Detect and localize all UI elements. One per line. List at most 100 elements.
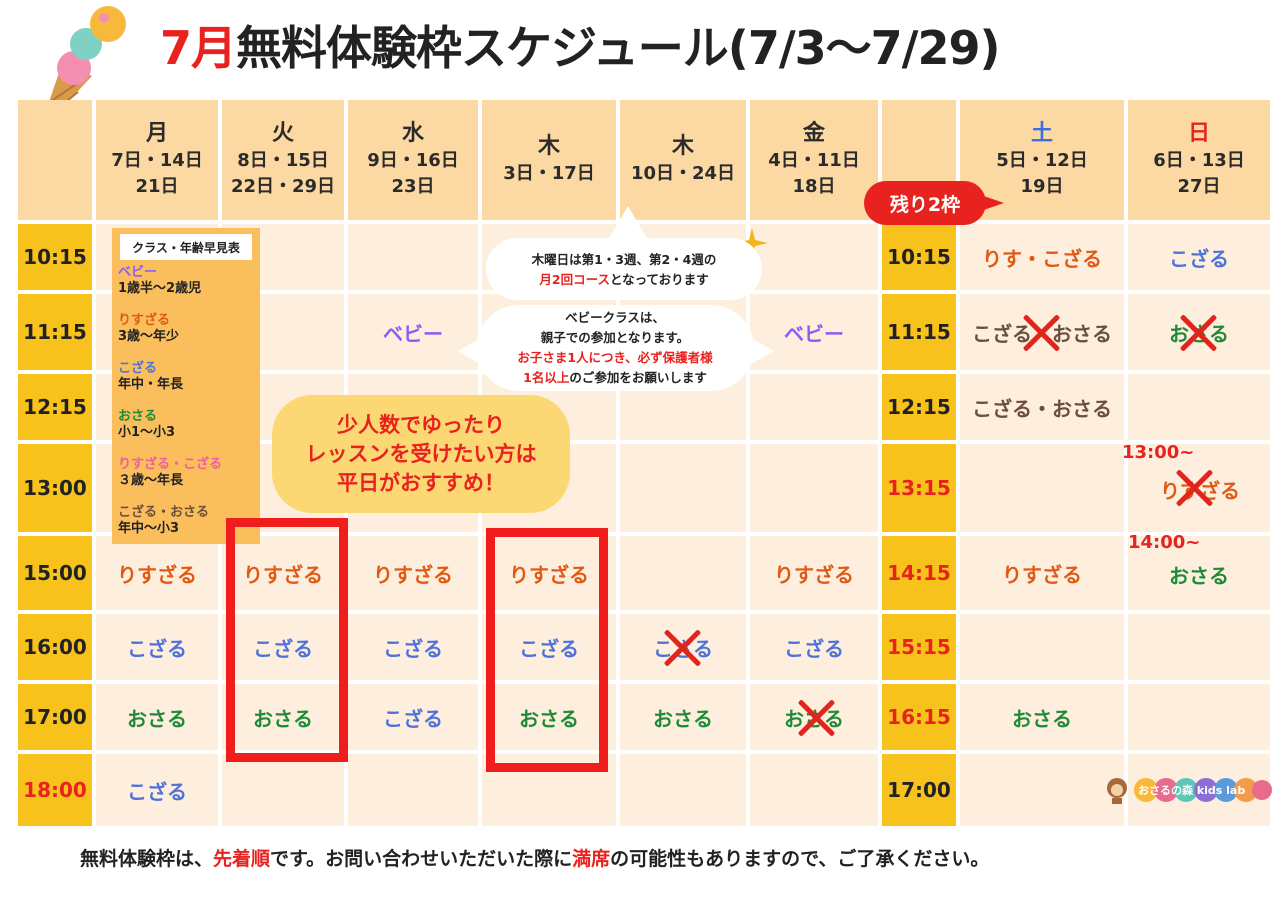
class-sun-1415: おさる	[1169, 563, 1229, 588]
time-weekday-1800: 18:00	[18, 754, 92, 826]
class-mon-1800: こざる	[127, 779, 187, 804]
class-thu1-1600: こざる	[519, 636, 579, 661]
baby-note-line4: のご参加をお願いします	[569, 370, 707, 385]
sparkle-icon	[736, 228, 768, 258]
full-x-icon	[794, 696, 838, 740]
full-x-icon	[660, 626, 704, 670]
recommend-line3: 平日がおすすめ！	[337, 470, 505, 495]
time-weekend-1615: 16:15	[882, 684, 956, 750]
footer-first-come: 先着順	[213, 848, 271, 870]
legend-risuzaru: りすざる	[118, 313, 171, 328]
class-sat-1415: りすざる	[1002, 562, 1082, 587]
bubble-tail	[608, 206, 648, 240]
monkey-icon	[1107, 778, 1127, 804]
footer-part1: 無料体験枠は、	[80, 848, 214, 870]
remaining-slots-badge: 残り2枠	[864, 181, 986, 225]
time-weekend-1115: 11:15	[882, 294, 956, 370]
time-weekday-1015: 10:15	[18, 224, 92, 290]
class-sun-1015: こざる	[1169, 246, 1229, 271]
baby-class-note-bubble: ベビークラスは、 親子での参加となります。 お子さま1人につき、必ず保護者様 1…	[476, 305, 754, 391]
weekday-recommend-bubble: 少人数でゆったり レッスンを受けたい方は 平日がおすすめ！	[272, 395, 570, 513]
time-weekend-1415: 14:15	[882, 536, 956, 610]
class-wed-1115: ベビー	[383, 321, 443, 346]
highlight-box-tue	[226, 518, 348, 762]
time-weekend-1315: 13:15	[882, 444, 956, 532]
thursday-note-bubble: 木曜日は第1・3週、第2・4週の 月2回コースとなっております	[486, 238, 762, 300]
header-sun: 日 6日・13日 27日	[1128, 100, 1270, 220]
baby-note-highlight: 1名以上	[523, 370, 570, 385]
class-fri-1500: りすざる	[774, 562, 854, 587]
brand-rainbow	[1134, 778, 1272, 802]
time-weekend-1700: 17:00	[882, 754, 956, 826]
class-age-legend: クラス・年齢早見表 ベビー 1歳半〜2歳児 りすざる 3歳〜年少 こざる 年中・…	[112, 228, 260, 544]
legend-kozaru-age: 年中・年長	[118, 377, 184, 392]
header-tue: 火 8日・15日 22日・29日	[222, 100, 344, 220]
legend-risuzaru-age: 3歳〜年少	[118, 329, 180, 344]
class-tue-1500: りすざる	[243, 562, 323, 587]
full-x-icon	[1172, 466, 1216, 510]
legend-title: クラス・年齢早見表	[120, 234, 252, 260]
class-tue-1600: こざる	[253, 636, 313, 661]
footer-full: 満席	[572, 848, 611, 870]
header-thu-2: 木 10日・24日	[620, 100, 746, 220]
thursday-note-highlight: 月2回コース	[539, 272, 610, 287]
sun-1315-start-time: 13:00~	[1122, 442, 1195, 463]
legend-kozaru-osaru: こざる・おさる	[118, 505, 210, 520]
class-wed-1700: こざる	[383, 706, 443, 731]
title-month: 7月	[160, 21, 237, 75]
legend-risu-kozaru: りすざる・こざる	[118, 457, 223, 472]
header-thu-1: 木 3日・17日	[482, 100, 616, 220]
class-tue-1700: おさる	[253, 706, 313, 731]
header-wed: 水 9日・16日 23日	[348, 100, 478, 220]
footer-note: 無料体験枠は、先着順です。お問い合わせいただいた際に満席の可能性もありますので、…	[80, 844, 989, 871]
baby-note-line3: お子さま1人につき、必ず保護者様	[517, 350, 713, 365]
brand-name: おさるの森 kids lab	[1138, 784, 1246, 797]
legend-osaru: おさる	[118, 409, 158, 424]
time-weekday-1500: 15:00	[18, 536, 92, 610]
title-rest: 無料体験枠スケジュール(7/3〜7/29)	[236, 21, 1000, 75]
time-weekday-1700: 17:00	[18, 684, 92, 750]
full-x-icon	[1019, 311, 1063, 355]
time-weekend-1215: 12:15	[882, 374, 956, 440]
time-weekday-1215: 12:15	[18, 374, 92, 440]
recommend-line2: レッスンを受けたい方は	[305, 441, 537, 466]
legend-osaru-age: 小1〜小3	[118, 425, 176, 440]
time-weekday-1115: 11:15	[18, 294, 92, 370]
legend-risu-kozaru-age: ３歳〜年長	[118, 473, 184, 488]
time-weekday-1300: 13:00	[18, 444, 92, 532]
highlight-box-thu	[486, 528, 608, 772]
baby-note-line1: ベビークラスは、	[565, 310, 665, 325]
class-mon-1700: おさる	[127, 706, 187, 731]
baby-note-line2: 親子での参加となります。	[540, 330, 690, 345]
time-weekday-1600: 16:00	[18, 614, 92, 680]
legend-kozaru-osaru-age: 年中〜小3	[118, 521, 180, 536]
page-title: 7月無料体験枠スケジュール(7/3〜7/29)	[160, 18, 1000, 78]
brand-logo: おさるの森 kids lab	[1104, 775, 1272, 805]
class-wed-1500: りすざる	[373, 562, 453, 587]
class-sat-1015: りす・こざる	[982, 246, 1102, 271]
time-weekend-1515: 15:15	[882, 614, 956, 680]
class-fri-1115: ベビー	[784, 321, 844, 346]
class-thu1-1500: りすざる	[509, 562, 589, 587]
class-thu2-1700: おさる	[653, 706, 713, 731]
footer-part5: の可能性もありますので、ご了承ください。	[610, 848, 990, 870]
legend-kozaru: こざる	[118, 361, 158, 376]
header-fri: 金 4日・11日 18日	[750, 100, 878, 220]
sun-1415-start-time: 14:00~	[1128, 532, 1201, 553]
class-thu1-1700: おさる	[519, 706, 579, 731]
legend-baby: ベビー	[118, 265, 158, 280]
header-mon: 月 7日・14日 21日	[96, 100, 218, 220]
footer-part3: です。お問い合わせいただいた際に	[270, 848, 573, 870]
col-wed	[348, 224, 478, 826]
class-wed-1600: こざる	[383, 636, 443, 661]
class-mon-1600: こざる	[127, 636, 187, 661]
full-x-icon	[1176, 311, 1220, 355]
class-mon-1500: りすざる	[117, 562, 197, 587]
class-fri-1600: こざる	[784, 636, 844, 661]
legend-baby-age: 1歳半〜2歳児	[118, 281, 202, 296]
class-sat-1615: おさる	[1012, 706, 1072, 731]
header-corner	[18, 100, 92, 220]
time-weekend-1015: 10:15	[882, 224, 956, 290]
recommend-line1: 少人数でゆったり	[337, 412, 505, 437]
thursday-note-line1: 木曜日は第1・3週、第2・4週の	[531, 252, 717, 267]
